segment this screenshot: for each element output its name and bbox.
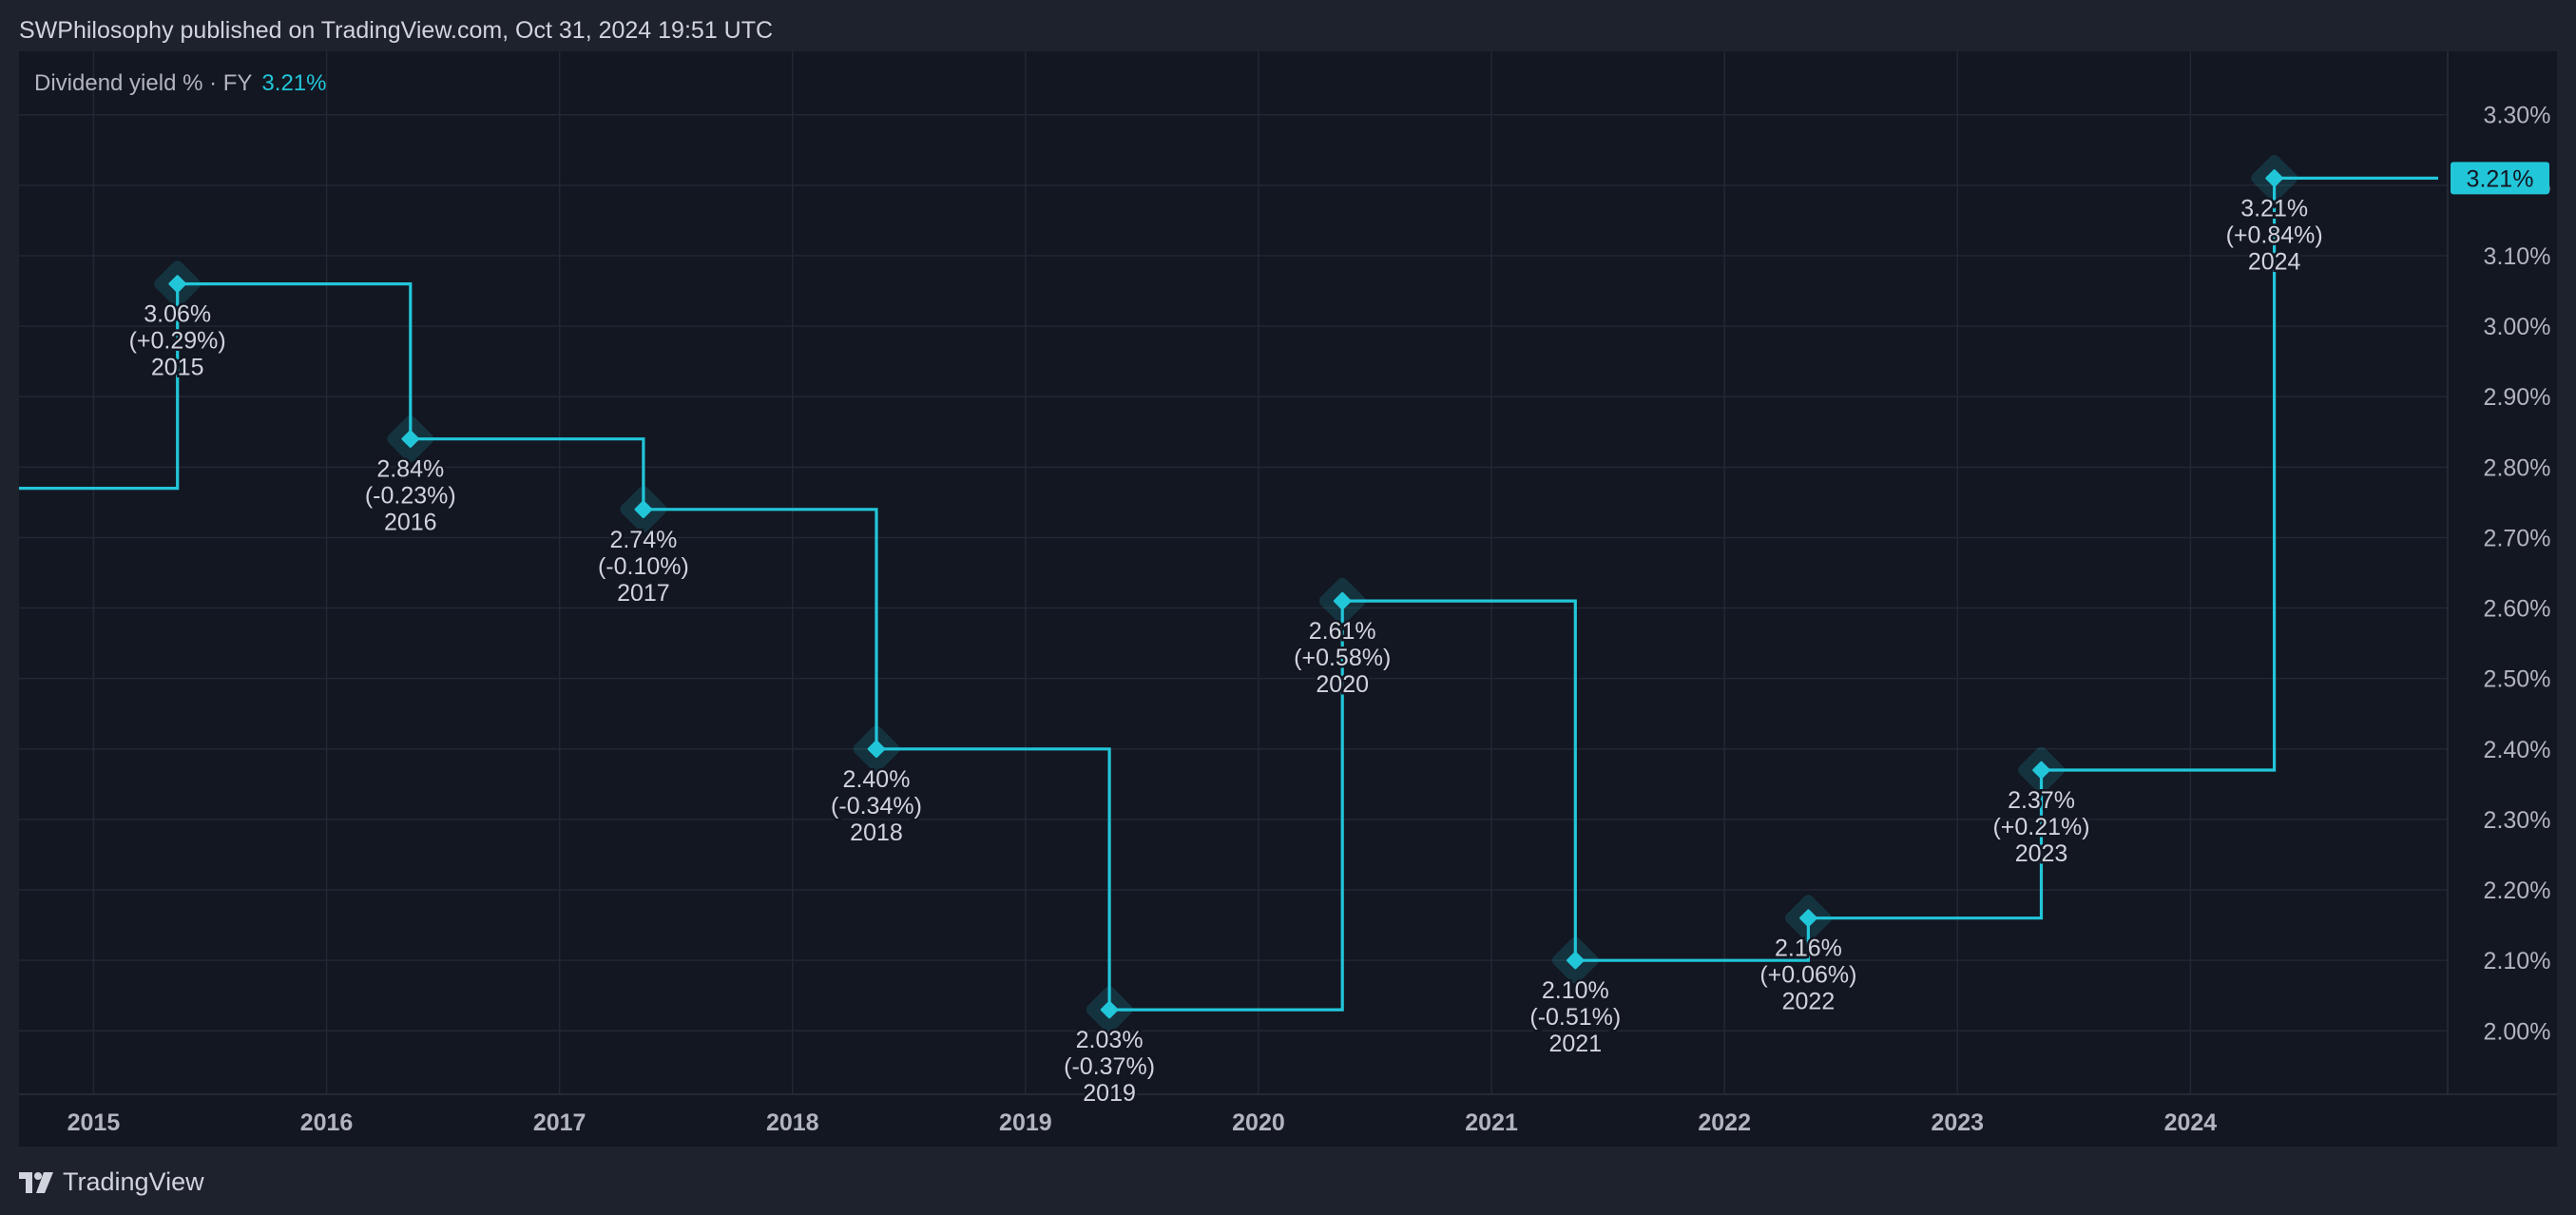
y-tick-label: 2.60% bbox=[2484, 596, 2551, 623]
y-tick-label: 2.00% bbox=[2484, 1018, 2551, 1045]
x-axis: 2015 2016 2017 2018 2019 2020 2021 2022 2023 2024 bbox=[67, 1109, 2218, 1136]
y-tick-label: 2.50% bbox=[2484, 666, 2551, 693]
data-point-marker[interactable] bbox=[1566, 951, 1585, 970]
y-tick-label: 2.70% bbox=[2484, 525, 2551, 551]
tradingview-logo-icon bbox=[19, 1171, 53, 1193]
series-line[interactable] bbox=[19, 176, 2438, 1012]
x-tick-label: 2018 bbox=[766, 1109, 819, 1136]
data-label-value: 2.61% bbox=[1309, 618, 1376, 645]
chart-legend: Dividend yield % · FY 3.21% bbox=[34, 70, 326, 97]
data-point-marker[interactable] bbox=[2265, 169, 2284, 188]
data-label-year: 2018 bbox=[850, 820, 903, 846]
x-tick-label: 2016 bbox=[300, 1109, 354, 1136]
grid bbox=[19, 51, 2557, 1095]
data-label-change: (+0.21%) bbox=[1992, 814, 2089, 840]
data-label-year: 2024 bbox=[2248, 248, 2301, 275]
data-label-value: 3.06% bbox=[144, 301, 211, 328]
data-point-marker[interactable] bbox=[2032, 761, 2051, 780]
data-label-year: 2015 bbox=[151, 355, 204, 381]
y-tick-label: 2.90% bbox=[2484, 384, 2551, 411]
x-tick-label: 2023 bbox=[1931, 1109, 1984, 1136]
x-tick-label: 2020 bbox=[1232, 1109, 1285, 1136]
y-tick-label: 3.00% bbox=[2484, 314, 2551, 340]
y-tick-label: 2.80% bbox=[2484, 454, 2551, 481]
data-label-value: 2.37% bbox=[2008, 787, 2075, 814]
data-point-marker[interactable] bbox=[1100, 1000, 1119, 1019]
data-point-marker[interactable] bbox=[401, 430, 420, 449]
markers-layer bbox=[154, 155, 2298, 1033]
legend-label: Dividend yield % · FY bbox=[34, 70, 253, 96]
footer-brand: TradingView bbox=[63, 1167, 204, 1196]
x-tick-label: 2015 bbox=[67, 1109, 121, 1136]
data-label-value: 2.40% bbox=[843, 766, 911, 793]
publish-info: SWPhilosophy published on TradingView.co… bbox=[19, 17, 774, 44]
x-tick-label: 2022 bbox=[1698, 1109, 1751, 1136]
data-label-year: 2017 bbox=[617, 580, 670, 607]
data-label-year: 2019 bbox=[1083, 1080, 1136, 1107]
chart-panel: 3.06% (+0.29%) 2015 2.84% (-0.23%) 2016 2.74%(… bbox=[19, 51, 2557, 1147]
data-label-change: (+0.58%) bbox=[1294, 645, 1391, 671]
data-point-marker[interactable] bbox=[867, 740, 886, 759]
legend-value: 3.21% bbox=[261, 70, 327, 96]
data-label-year: 2016 bbox=[384, 510, 437, 536]
data-label-value: 2.10% bbox=[1542, 977, 1609, 1004]
footer: TradingView bbox=[19, 1167, 204, 1197]
y-tick-label: 2.40% bbox=[2484, 737, 2551, 763]
data-label-change: (+0.84%) bbox=[2226, 222, 2323, 248]
last-value-badge bbox=[2451, 162, 2549, 195]
data-label-value: 2.03% bbox=[1076, 1027, 1144, 1053]
data-label-year: 2021 bbox=[1549, 1031, 1603, 1057]
y-tick-label: 2.30% bbox=[2484, 807, 2551, 834]
dividend-yield-chart[interactable]: 3.06%(+0.29%)20152.84%(-0.23%)20162.74%(… bbox=[19, 51, 2557, 1147]
data-label-change: (-0.51%) bbox=[1529, 1004, 1621, 1031]
data-label-change: (-0.10%) bbox=[598, 553, 689, 580]
data-label-change: (+0.06%) bbox=[1759, 962, 1856, 989]
last-value-label: 3.21% bbox=[2467, 165, 2534, 192]
y-tick-label: 3.10% bbox=[2484, 243, 2551, 270]
data-label-value: 2.16% bbox=[1775, 935, 1842, 962]
x-tick-label: 2017 bbox=[533, 1109, 586, 1136]
data-point-marker[interactable] bbox=[168, 275, 187, 294]
data-label-change: (+0.29%) bbox=[129, 328, 226, 355]
data-label-change: (-0.37%) bbox=[1064, 1053, 1155, 1080]
x-tick-label: 2021 bbox=[1465, 1109, 1518, 1136]
data-label-year: 2020 bbox=[1316, 671, 1369, 698]
data-labels-layer: 3.06%(+0.29%)20152.84%(-0.23%)20162.74%(… bbox=[126, 193, 2325, 1109]
y-tick-label: 2.20% bbox=[2484, 878, 2551, 904]
data-label-change: (-0.23%) bbox=[365, 483, 456, 510]
y-tick-label: 2.10% bbox=[2484, 948, 2551, 974]
data-label-year: 2023 bbox=[2015, 840, 2068, 867]
data-label-value: 2.74% bbox=[609, 527, 677, 553]
y-tick-label: 3.30% bbox=[2484, 103, 2551, 129]
data-label-year: 2022 bbox=[1782, 989, 1836, 1015]
data-label-change: (-0.34%) bbox=[831, 793, 922, 820]
series-line-layer bbox=[19, 176, 2438, 1012]
data-point-marker[interactable] bbox=[1333, 591, 1352, 610]
y-axis: 2.00% 2.10% 2.20% 2.30% 2.40% 2.50% 2.60% 2.70%… bbox=[2451, 103, 2551, 1045]
x-tick-label: 2019 bbox=[999, 1109, 1052, 1136]
data-point-marker[interactable] bbox=[634, 500, 653, 519]
x-tick-label: 2024 bbox=[2164, 1109, 2218, 1136]
data-point-marker[interactable] bbox=[1799, 909, 1818, 928]
data-label-value: 2.84% bbox=[376, 456, 444, 483]
data-label-value: 3.21% bbox=[2240, 195, 2308, 222]
